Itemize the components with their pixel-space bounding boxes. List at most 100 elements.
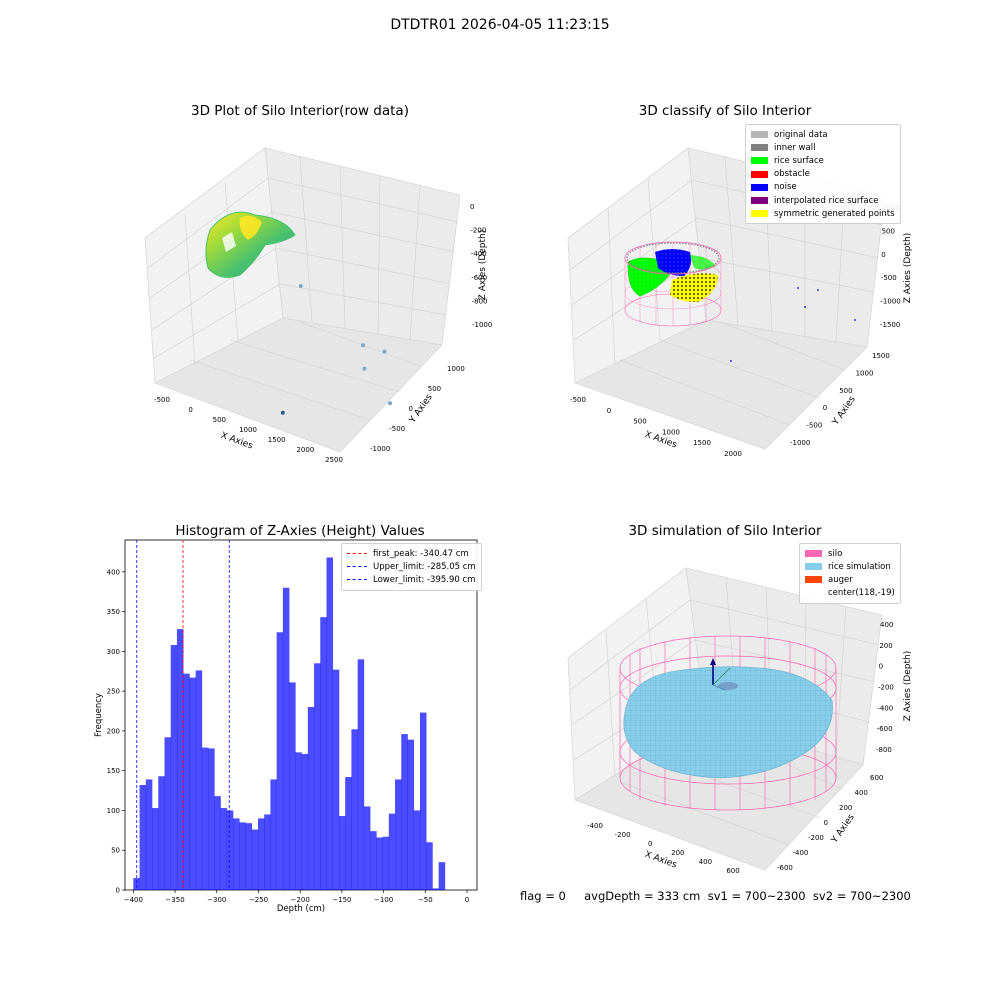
legend-entry: silo: [805, 547, 895, 560]
panel2-z-tick-1: 500: [882, 227, 895, 235]
panel1-outlier-point: [280, 410, 285, 415]
panel1-outlier-point: [298, 284, 303, 288]
panel2-y-tick-0: -1000: [790, 439, 810, 447]
histogram-ylabel: Frequency: [94, 693, 104, 737]
histogram-bar: [152, 808, 159, 890]
histogram-bar: [432, 888, 439, 890]
histogram-x-tick-label: −400: [124, 896, 143, 904]
panel3-title: Histogram of Z-Axies (Height) Values: [175, 523, 425, 539]
histogram-bar: [233, 818, 240, 890]
histogram-bar: [376, 837, 383, 890]
histogram-x-tick-label: −100: [374, 896, 393, 904]
histogram-x-tick-label: −200: [291, 896, 310, 904]
panel2-y-tick-5: 1500: [872, 352, 890, 360]
legend-label: Upper_limit: -285.05 cm: [373, 561, 476, 572]
panel1-title: 3D Plot of Silo Interior(row data): [191, 103, 409, 119]
panel1-y-tick-3: 500: [428, 385, 441, 393]
panel1-x-tick-3: 1000: [239, 426, 257, 434]
histogram-bar: [351, 729, 358, 890]
histogram-xlabel: Depth (cm): [277, 904, 325, 914]
panel1-outlier-point: [388, 401, 392, 406]
histogram-bar: [370, 831, 377, 890]
histogram-y-tick-label: 50: [111, 847, 120, 855]
legend-entry: obstacle: [751, 168, 895, 181]
legend-swatch: [805, 563, 822, 571]
panel2-z-tick-4: -1000: [880, 298, 900, 306]
histogram-bar: [220, 808, 228, 890]
legend-entry: symmetric generated points: [751, 207, 895, 220]
legend-swatch: [751, 144, 768, 152]
legend-swatch: [805, 576, 822, 584]
histogram-bar: [301, 753, 309, 890]
panel1-y-tick-4: 1000: [447, 365, 465, 373]
legend-swatch: [751, 157, 768, 165]
histogram-x-tick-label: −50: [418, 896, 433, 904]
panel4-data: [619, 635, 837, 811]
panel4-x-tick-2: 0: [648, 840, 652, 848]
legend-entry: original data: [751, 128, 895, 141]
panel2-x-tick-2: 500: [633, 418, 646, 426]
legend-entry: interpolated rice surface: [751, 194, 895, 207]
panel2-y-ticks: -1000 -500 0 500 1000 1500: [790, 352, 890, 447]
panel4-x-tick-5: 600: [726, 867, 739, 875]
panel4-x-tick-1: -200: [615, 831, 631, 839]
histogram-bar: [307, 707, 315, 890]
legend-label: original data: [774, 129, 828, 140]
histogram-bar: [363, 806, 371, 890]
panel2-y-tick-2: 0: [823, 404, 827, 412]
legend-swatch: [751, 210, 768, 218]
legend-entry: noise: [751, 181, 895, 194]
histogram-x-tick-label: 0: [465, 896, 469, 904]
panel4-legend: silo rice simulation auger center(118,-19): [799, 543, 901, 604]
panel2-ylabel: Y Axies: [830, 394, 858, 427]
histogram-bar: [438, 862, 446, 890]
panel4-z-tick-1: 200: [879, 642, 892, 650]
panel4-x-tick-4: 400: [699, 858, 712, 866]
panel2-x-tick-1: 0: [607, 407, 611, 415]
panel4-z-tick-2: 0: [879, 663, 883, 671]
legend-label: rice surface: [774, 155, 824, 166]
legend-label: rice simulation: [828, 561, 891, 572]
legend-label: noise: [774, 182, 797, 193]
histogram-y-tick-label: 350: [107, 608, 120, 616]
legend-entry: auger: [805, 573, 895, 586]
legend-label: auger: [828, 574, 853, 585]
histogram-bar: [289, 682, 296, 890]
histogram-bar: [195, 670, 203, 890]
panel4-title: 3D simulation of Silo Interior: [628, 523, 822, 539]
panel4-y-tick-3: 0: [824, 819, 828, 827]
histogram-bar: [264, 814, 271, 890]
legend-entry: Lower_limit: -395.90 cm: [347, 573, 476, 586]
histogram-legend: first_peak: -340.47 cm Upper_limit: -285.…: [341, 543, 482, 591]
panel1-x-ticks: -500 0 500 1000 1500 2000 2500: [154, 396, 343, 464]
legend-label: center(118,-19): [828, 588, 895, 599]
histogram-bar: [139, 785, 147, 890]
panel2-z-tick-5: -1500: [880, 321, 900, 329]
histogram-x-ticks: −400 −350 −300 −250 −200 −150 −100 −50 0: [124, 890, 469, 904]
histogram-bar: [295, 752, 302, 890]
legend-swatch: [751, 183, 768, 191]
histogram-bar: [407, 739, 415, 890]
legend-swatch: [751, 170, 768, 178]
panel4-z-tick-6: -800: [876, 746, 892, 754]
panel1-outlier-point: [382, 349, 387, 354]
panel4-ylabel: Y Axies: [829, 812, 857, 845]
panel1-z-ticks: 0 -200 -400 -600 -800 -1000: [470, 203, 492, 329]
panel2-zlabel: Z Axies (Depth): [903, 233, 913, 304]
panel4-zlabel: Z Axies (Depth): [903, 651, 913, 722]
histogram-bar: [145, 779, 153, 890]
histogram-bar: [401, 734, 408, 890]
histogram-bar: [395, 779, 402, 890]
legend-entry: first_peak: -340.47 cm: [347, 547, 476, 560]
legend-label: silo: [828, 548, 843, 559]
panel4-y-tick-0: -600: [777, 864, 793, 872]
histogram-bar: [201, 747, 209, 890]
panel4-y-tick-4: 200: [839, 804, 852, 812]
histogram-bar: [239, 822, 246, 890]
histogram-bar: [176, 629, 184, 890]
panel1-z-tick-3: -600: [471, 274, 487, 282]
panel4-x-ticks: -400 -200 0 200 400 600: [587, 822, 740, 875]
legend-swatch: [347, 553, 367, 555]
panel4-y-tick-1: -400: [793, 849, 809, 857]
